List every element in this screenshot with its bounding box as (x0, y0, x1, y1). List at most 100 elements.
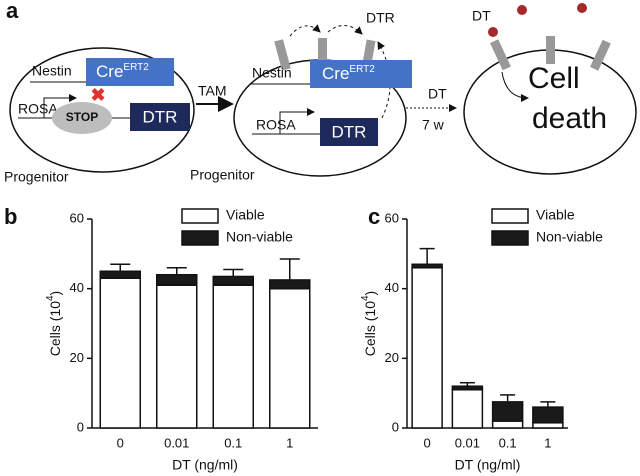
y-axis-label: Cells (104) (360, 291, 378, 356)
label: ROSA (18, 101, 58, 117)
label: DTR (366, 10, 395, 26)
error-bar (500, 394, 516, 402)
bar-segment (532, 422, 564, 429)
bar-segment (99, 270, 141, 279)
label: death (532, 102, 607, 135)
bar-segment (451, 388, 484, 429)
error-bar (540, 401, 556, 408)
x-axis-label: DT (ng/ml) (455, 457, 521, 473)
panel-label: c (368, 204, 380, 229)
legend-swatch (181, 208, 219, 224)
x-tick-label: 0 (117, 435, 124, 450)
dtr-box (320, 118, 378, 146)
label: Nestin (252, 65, 292, 81)
x-tick-label: 1 (286, 435, 293, 450)
traffic-arrow (289, 24, 321, 37)
traffic-arrow (377, 41, 391, 119)
bar-segment (532, 406, 564, 424)
y-tick-label: 20 (385, 350, 399, 365)
bar-segment (491, 420, 524, 429)
bar-segment (269, 287, 311, 429)
label: Cell (528, 62, 580, 95)
y-axis-label-part: Cells (10 (362, 301, 378, 356)
receptor (590, 39, 611, 71)
y-tick-label: 40 (70, 280, 84, 295)
y-axis-label-part: ) (47, 291, 63, 296)
label: DTR (143, 107, 178, 126)
error-bar (223, 268, 244, 277)
traffic-arrow (327, 25, 363, 35)
panel-label: b (4, 204, 17, 229)
bar-segment (212, 275, 254, 286)
x-tick-label: 0 (424, 435, 431, 450)
y-tick-label: 40 (385, 280, 399, 295)
bar-segment (156, 284, 198, 429)
legend-label: Viable (226, 207, 265, 223)
caption: Progenitor (190, 167, 255, 183)
receptors (490, 36, 611, 71)
bar-segment (156, 273, 198, 286)
block-mark: ✖ (90, 85, 105, 105)
bar-segment (212, 284, 254, 429)
promoter-arrow (279, 108, 315, 134)
cell (9, 47, 195, 173)
y-axis-label: Cells (104) (45, 291, 63, 356)
y-tick-label: 20 (70, 350, 84, 365)
error-bar (459, 381, 475, 387)
cre-label: CreERT2 (322, 64, 375, 84)
y-tick-label: 0 (77, 419, 84, 434)
label: Nestin (32, 63, 72, 79)
panel-label: a (6, 0, 19, 23)
cre-box (310, 60, 412, 88)
x-axis-label: DT (ng/ml) (172, 457, 238, 473)
legend-swatch (491, 230, 529, 246)
caption: Progenitor (4, 169, 69, 185)
error-bar (110, 263, 131, 272)
bar-segment (451, 385, 484, 391)
label: STOP (66, 110, 98, 124)
label: ROSA (256, 117, 296, 133)
y-axis-label-part: 4 (45, 295, 56, 301)
error-bar (279, 258, 300, 280)
legend-swatch (491, 208, 529, 224)
receptor (318, 38, 327, 68)
x-tick-label: 0.01 (455, 435, 480, 450)
label: TAM (198, 83, 227, 99)
stop-cassette (52, 102, 112, 134)
x-tick-label: 0.1 (499, 435, 517, 450)
y-axis-label-part: ) (362, 291, 378, 296)
x-tick-label: 0.01 (164, 435, 189, 450)
bar-segment (491, 401, 524, 422)
dtr-box (130, 103, 190, 131)
receptor (274, 39, 291, 71)
receptor (490, 39, 511, 71)
bar-segment (99, 277, 141, 429)
error-bar (419, 247, 435, 265)
legend-label: Non-viable (536, 229, 603, 245)
toxin (517, 5, 527, 15)
x-tick-label: 0.1 (224, 435, 242, 450)
y-axis-label-part: Cells (10 (47, 301, 63, 356)
arrow (501, 71, 529, 102)
legend-label: Viable (536, 207, 575, 223)
promoter-arrow (43, 94, 77, 118)
receptor (546, 36, 555, 64)
bar-segment (411, 263, 443, 269)
cre-label: CreERT2 (96, 62, 149, 82)
legend-label: Non-viable (226, 229, 293, 245)
y-tick-label: 0 (392, 419, 399, 434)
y-axis-label-part: 4 (360, 295, 371, 301)
y-tick-label: 60 (70, 210, 84, 225)
error-bar (166, 267, 187, 275)
x-tick-label: 1 (544, 435, 551, 450)
bar-segment (269, 279, 311, 290)
toxin (488, 27, 498, 37)
bar-segment (411, 267, 443, 429)
legend-swatch (181, 230, 219, 246)
toxin (577, 3, 587, 13)
label: DTR (332, 122, 367, 141)
label: 7 w (422, 117, 445, 133)
y-tick-label: 60 (385, 210, 399, 225)
diagram: a Nestin CreERT2 ROSA ✖ STOP DTR Progeni… (4, 0, 637, 185)
